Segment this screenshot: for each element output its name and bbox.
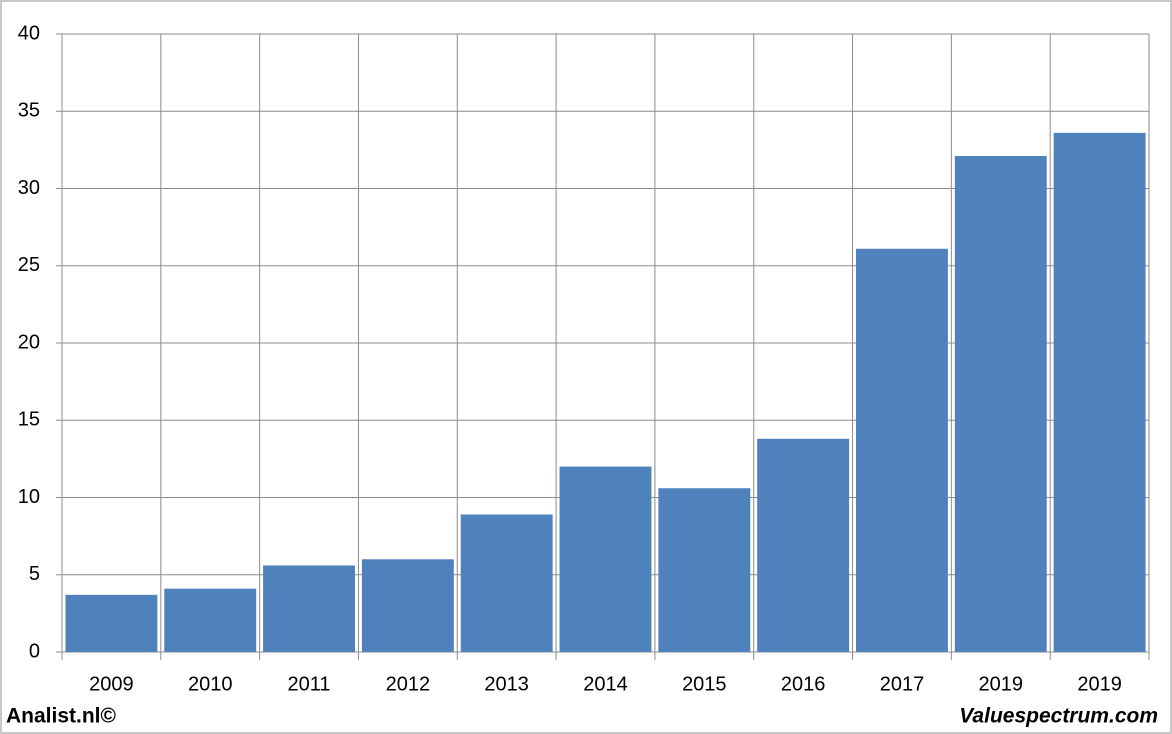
credit-left: Analist.nl© (6, 705, 117, 728)
y-tick-label: 30 (18, 177, 40, 199)
bar (658, 488, 751, 652)
x-tick-label: 2013 (484, 673, 529, 695)
y-tick-label: 35 (18, 100, 40, 122)
x-tick-label: 2019 (1077, 673, 1122, 695)
bar (559, 466, 652, 652)
x-tick-label: 2009 (89, 673, 134, 695)
y-tick-label: 10 (18, 486, 40, 508)
y-tick-label: 40 (18, 22, 40, 44)
x-tick-label: 2015 (682, 673, 727, 695)
x-tick-label: 2014 (583, 673, 628, 695)
x-tick-label: 2016 (781, 673, 826, 695)
x-tick-label: 2012 (386, 673, 431, 695)
y-tick-label: 25 (18, 254, 40, 276)
bar (361, 559, 454, 652)
bar (263, 565, 355, 652)
x-tick-label: 2017 (880, 673, 925, 695)
x-tick-label: 2011 (288, 673, 331, 695)
x-tick-label: 2019 (979, 673, 1024, 695)
bar (954, 156, 1047, 652)
y-tick-label: 15 (18, 409, 40, 431)
bar (65, 594, 158, 652)
x-tick-label: 2010 (188, 673, 233, 695)
bar (460, 514, 553, 652)
credit-right: Valuespectrum.com (959, 705, 1158, 728)
y-tick-label: 0 (29, 640, 40, 662)
y-tick-label: 5 (29, 563, 40, 585)
bar (757, 438, 850, 652)
bar (1053, 132, 1146, 652)
bar (856, 248, 948, 652)
y-tick-label: 20 (18, 331, 40, 353)
bar (164, 588, 257, 652)
